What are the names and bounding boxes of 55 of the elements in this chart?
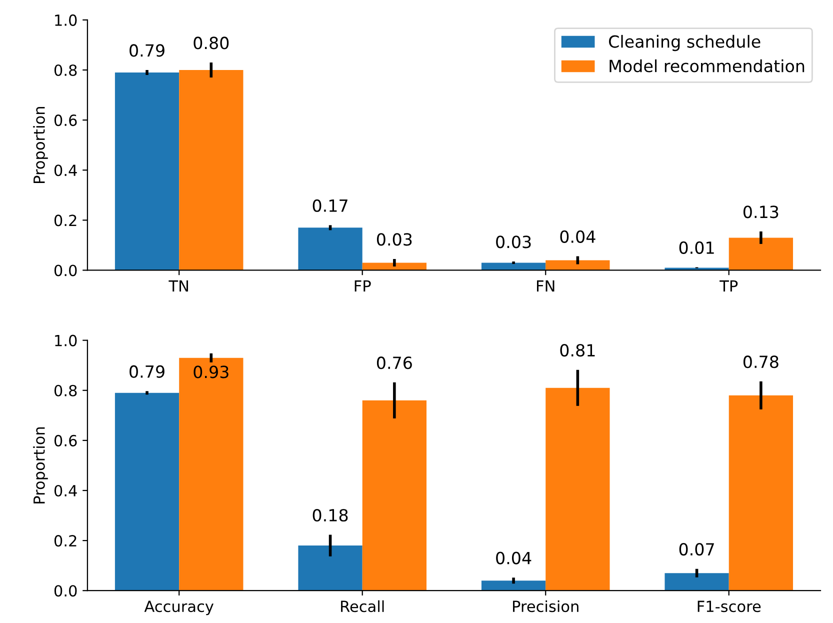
bar [546, 260, 610, 270]
y-tick-label: 0.6 [54, 114, 77, 126]
y-tick-label: 0.0 [54, 264, 77, 276]
y-axis-title: Proportion [33, 106, 48, 183]
x-tick-label: Accuracy [144, 600, 214, 616]
y-tick-label: 1.0 [55, 334, 77, 346]
data-label: 0.03 [376, 233, 412, 246]
y-tick-label: 0.8 [54, 64, 77, 76]
data-label: 0.04 [496, 552, 532, 564]
bar [179, 358, 244, 591]
data-label: 0.03 [496, 236, 531, 248]
y-tick-label: 0.8 [54, 384, 77, 396]
x-tick-label: TN [168, 280, 188, 292]
bar [298, 546, 362, 591]
y-tick-label: 0.4 [54, 484, 77, 497]
legend-label: Cleaning schedule [609, 34, 760, 52]
data-label: 0.13 [743, 206, 778, 218]
data-label: 0.80 [194, 36, 229, 50]
data-label: 0.01 [679, 241, 714, 254]
bar [362, 400, 426, 591]
y-tick-label: 0.0 [54, 585, 77, 597]
data-label: 0.17 [312, 199, 348, 212]
x-tick-label: FN [537, 280, 554, 292]
bar [664, 573, 729, 591]
data-label: 0.04 [560, 230, 596, 243]
legend-label: Model recommendation [610, 59, 804, 72]
bar [362, 262, 426, 270]
x-tick-label: TP [720, 280, 738, 292]
x-tick-label: Recall [341, 600, 384, 612]
data-label: 0.07 [679, 542, 714, 556]
data-label: 0.79 [130, 44, 164, 57]
bar [114, 72, 180, 270]
y-tick-label: 0.2 [54, 535, 76, 547]
x-tick-label: FP [354, 280, 371, 292]
bar [179, 70, 244, 270]
x-tick-label: Precision [513, 600, 578, 612]
data-label: 0.79 [130, 365, 164, 378]
bar [481, 262, 546, 270]
y-tick-label: 0.4 [54, 164, 77, 176]
bar [728, 395, 794, 591]
y-tick-label: 0.2 [54, 214, 76, 226]
bar [481, 580, 546, 591]
bar [728, 238, 794, 270]
data-label: 0.18 [312, 508, 348, 522]
y-tick-label: 0.6 [54, 434, 77, 446]
data-label: 0.93 [194, 366, 228, 378]
data-label: 0.81 [560, 344, 595, 357]
bar [298, 228, 362, 270]
x-tick-label: F1-score [698, 600, 761, 612]
data-label: 0.76 [376, 356, 412, 370]
bar [114, 392, 180, 591]
data-label: 0.78 [743, 356, 778, 368]
bar [546, 388, 610, 591]
y-axis-title: Proportion [33, 427, 48, 504]
y-tick-label: 1.0 [55, 14, 77, 26]
